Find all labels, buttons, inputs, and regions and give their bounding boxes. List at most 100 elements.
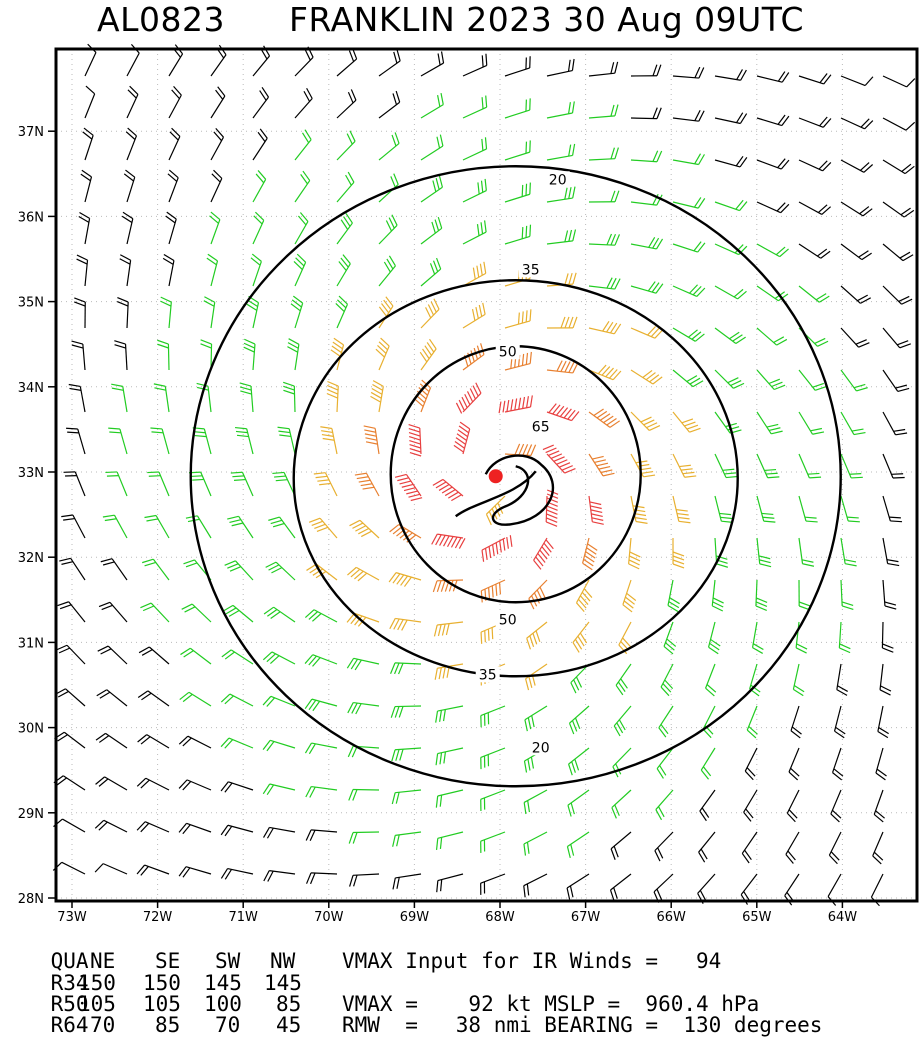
barb-feather bbox=[615, 62, 618, 73]
barb-feather bbox=[533, 633, 537, 644]
barb-feather bbox=[635, 518, 647, 520]
wind-barb bbox=[81, 170, 92, 202]
wind-barb bbox=[613, 748, 631, 777]
wind-barb bbox=[883, 580, 896, 609]
wind-barb bbox=[631, 151, 662, 162]
wind-barb bbox=[841, 160, 873, 172]
wind-barb bbox=[673, 496, 690, 523]
ne-col: NE bbox=[90, 949, 115, 973]
wind-barb bbox=[841, 118, 873, 129]
barb-feather bbox=[236, 431, 248, 432]
wind-barb bbox=[715, 496, 733, 522]
barb-feather bbox=[889, 517, 901, 518]
wind-barb bbox=[179, 823, 211, 833]
wind-barb bbox=[799, 412, 824, 434]
barb-feather bbox=[201, 340, 212, 344]
barb-feather bbox=[842, 606, 853, 610]
wind-barb bbox=[186, 516, 211, 538]
barb-feather bbox=[311, 873, 315, 884]
wind-barb bbox=[589, 321, 621, 334]
barb-feather bbox=[510, 535, 512, 547]
barb-feather bbox=[894, 430, 906, 432]
barb-feather bbox=[592, 456, 603, 459]
grid-lines bbox=[56, 49, 917, 901]
barb-feather bbox=[530, 225, 531, 237]
wind-barb bbox=[227, 516, 253, 538]
barb-feather bbox=[500, 541, 502, 553]
barb-feather bbox=[151, 432, 163, 433]
wind-barb bbox=[786, 832, 799, 863]
contour-label: 50 bbox=[499, 612, 517, 628]
wind-barb bbox=[126, 128, 136, 160]
barb-feather bbox=[594, 460, 605, 463]
wind-barb bbox=[841, 244, 872, 260]
wind-barb bbox=[263, 740, 295, 751]
wind-barb bbox=[789, 748, 799, 780]
barb-feather bbox=[571, 844, 574, 855]
barb-feather bbox=[551, 454, 562, 459]
barb-feather bbox=[392, 750, 395, 761]
barb-feather bbox=[546, 514, 557, 518]
barb-feather bbox=[66, 428, 78, 429]
wind-barb bbox=[799, 454, 821, 478]
wind-barb bbox=[631, 412, 660, 430]
wind-barb bbox=[74, 298, 85, 328]
barb-feather bbox=[724, 473, 736, 474]
barb-feather bbox=[95, 864, 103, 872]
barb-feather bbox=[59, 558, 70, 561]
barb-feather bbox=[573, 317, 577, 328]
contour-20 bbox=[191, 166, 841, 786]
wind-barb bbox=[305, 699, 337, 711]
wind-barb bbox=[589, 62, 618, 76]
barb-feather bbox=[317, 480, 329, 481]
barb-feather bbox=[565, 469, 576, 474]
barb-feather bbox=[546, 522, 557, 526]
barb-feather bbox=[61, 515, 73, 517]
barb-feather bbox=[391, 176, 395, 187]
barb-feather bbox=[471, 350, 474, 361]
wind-barb bbox=[463, 96, 487, 118]
barb-feather bbox=[891, 474, 903, 475]
wind-barb bbox=[793, 664, 804, 696]
contour-label: 65 bbox=[532, 419, 550, 435]
barb-feather bbox=[570, 886, 573, 897]
barb-feather bbox=[887, 560, 899, 562]
barb-feather bbox=[569, 60, 571, 72]
wind-barb bbox=[799, 286, 829, 302]
barb-feather bbox=[685, 476, 697, 477]
barb-feather bbox=[485, 220, 486, 232]
barb-feather bbox=[440, 753, 442, 765]
wind-barb bbox=[547, 187, 575, 202]
barb-feather bbox=[323, 439, 335, 441]
wind-barb bbox=[235, 428, 253, 454]
barb-feather bbox=[473, 268, 475, 280]
barb-feather bbox=[531, 757, 533, 769]
wind-barb bbox=[111, 384, 127, 412]
barb-staff bbox=[62, 862, 85, 874]
wind-barb bbox=[529, 580, 547, 609]
wind-barb bbox=[347, 567, 379, 581]
wind-barb bbox=[61, 515, 85, 538]
barb-feather bbox=[351, 89, 356, 100]
barb-feather bbox=[279, 435, 291, 436]
barb-feather bbox=[629, 560, 640, 565]
wind-barb bbox=[547, 59, 574, 76]
barb-feather bbox=[363, 487, 375, 489]
barb-feather bbox=[569, 317, 573, 328]
wind-barb bbox=[64, 472, 85, 496]
wind-barb bbox=[207, 254, 218, 286]
barb-feather bbox=[799, 602, 810, 606]
wind-barb bbox=[883, 496, 902, 522]
barb-feather bbox=[278, 427, 290, 428]
wind-barb bbox=[883, 538, 899, 566]
barb-feather bbox=[565, 273, 568, 284]
barb-feather bbox=[404, 488, 415, 491]
wind-barb bbox=[589, 148, 618, 160]
barb-feather bbox=[395, 132, 399, 143]
barb-feather bbox=[630, 552, 641, 557]
wind-barb bbox=[841, 538, 857, 566]
barb-feather bbox=[442, 52, 444, 64]
barb-feather bbox=[519, 444, 524, 455]
barb-feather bbox=[522, 354, 523, 366]
